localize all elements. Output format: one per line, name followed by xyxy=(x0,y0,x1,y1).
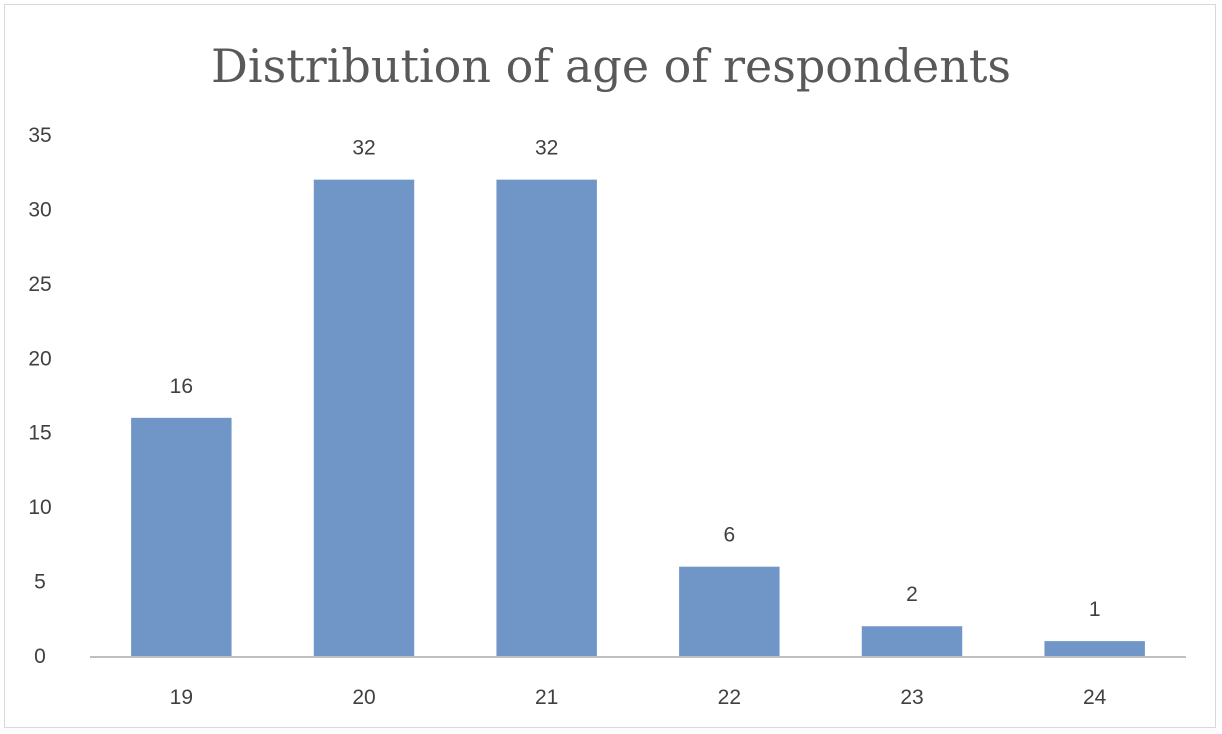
data-label: 32 xyxy=(352,137,375,160)
y-tick-label: 30 xyxy=(28,198,51,221)
y-tick-label: 20 xyxy=(28,347,51,370)
bar xyxy=(496,179,597,656)
bar xyxy=(313,179,415,656)
data-label: 6 xyxy=(723,524,735,547)
x-tick-label: 24 xyxy=(1083,686,1107,709)
data-labels: 16 32 32 6 2 1 xyxy=(170,137,1101,621)
y-axis-ticks: 0 5 10 15 20 25 30 35 xyxy=(28,124,51,668)
y-tick-label: 25 xyxy=(28,273,51,296)
data-label: 16 xyxy=(170,375,193,398)
y-tick-label: 5 xyxy=(34,571,46,594)
y-tick-label: 0 xyxy=(34,645,46,668)
data-label: 1 xyxy=(1089,598,1101,621)
x-tick-label: 22 xyxy=(718,686,741,709)
y-tick-label: 10 xyxy=(28,496,51,519)
data-label: 32 xyxy=(535,137,558,160)
bar xyxy=(1044,641,1145,656)
bars xyxy=(131,179,1145,656)
x-tick-label: 21 xyxy=(535,686,558,709)
data-label: 2 xyxy=(906,583,918,606)
bar xyxy=(679,566,780,656)
y-tick-label: 15 xyxy=(28,422,51,445)
chart-title: Distribution of age of respondents xyxy=(211,39,1011,93)
y-tick-label: 35 xyxy=(28,124,51,147)
bar xyxy=(861,626,963,656)
x-axis-ticks: 19 20 21 22 23 24 xyxy=(170,686,1107,709)
bar xyxy=(131,417,232,656)
x-tick-label: 23 xyxy=(900,686,923,709)
x-tick-label: 19 xyxy=(170,686,193,709)
x-tick-label: 20 xyxy=(352,686,375,709)
